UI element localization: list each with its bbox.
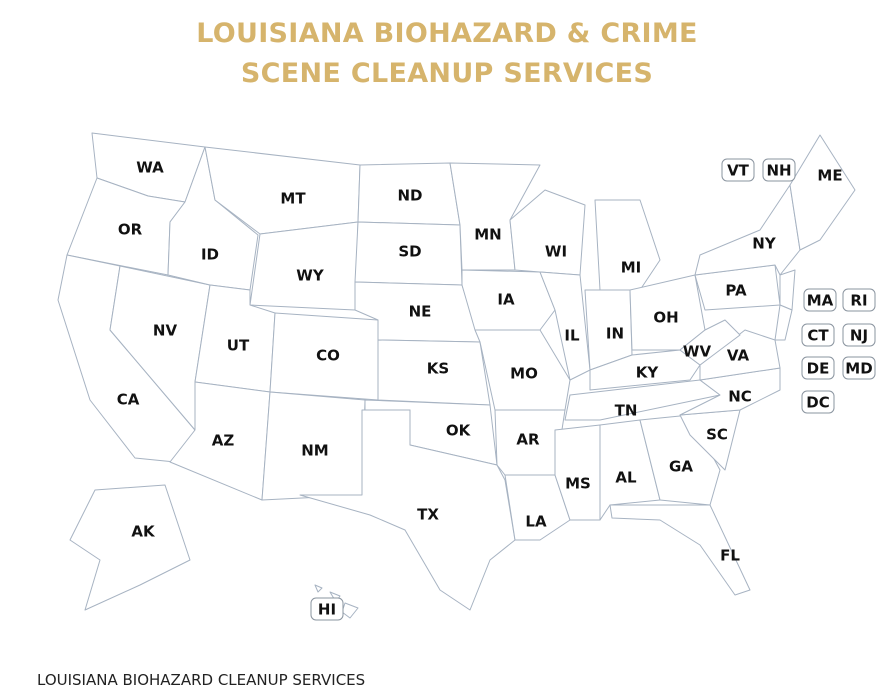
state-label: NM <box>301 442 328 460</box>
state-label: NJ <box>850 327 868 345</box>
state-badge <box>721 158 755 182</box>
state-label: NE <box>409 303 432 321</box>
title: LOUISIANA BIOHAZARD & CRIME SCENE CLEANU… <box>196 18 698 89</box>
state-badge <box>842 288 876 312</box>
state-label: OH <box>653 309 678 327</box>
state-label: CT <box>807 327 829 345</box>
state-label: CO <box>316 347 340 365</box>
state-label: NV <box>153 322 178 340</box>
state-badge <box>842 323 876 347</box>
state-label: IA <box>497 291 515 309</box>
state-badge <box>801 323 835 347</box>
state-label: SD <box>398 243 421 261</box>
state-label: WV <box>683 343 712 361</box>
state-label: PA <box>725 282 747 300</box>
state-label: DE <box>807 360 830 378</box>
state-badge <box>803 288 837 312</box>
state-badge <box>842 356 876 380</box>
state-label: MO <box>510 365 538 383</box>
state-label: OR <box>118 221 143 239</box>
state-label: AL <box>615 469 637 487</box>
state-label: MS <box>565 475 591 493</box>
state-badge <box>310 597 344 621</box>
state-label: AZ <box>212 432 235 450</box>
state-label: VT <box>727 162 750 180</box>
state-label: AK <box>131 523 156 541</box>
state-label: FL <box>720 547 740 565</box>
state-label: GA <box>669 458 693 476</box>
state-badge <box>762 158 796 182</box>
state-label: ID <box>201 246 219 264</box>
state-label: TN <box>615 402 638 420</box>
state-label: MT <box>280 190 306 208</box>
state-label: CA <box>117 391 140 409</box>
state-label: KS <box>427 360 449 378</box>
state-label: ME <box>817 167 842 185</box>
footer-text: LOUISIANA BIOHAZARD CLEANUP SERVICES <box>37 671 366 689</box>
state-label: WY <box>296 267 325 285</box>
state-label: DC <box>806 394 829 412</box>
state-badge <box>801 356 835 380</box>
state-label: UT <box>227 337 250 355</box>
state-label: ND <box>397 187 422 205</box>
state-label: IN <box>606 325 624 343</box>
state-label: NC <box>728 388 752 406</box>
state-label: IL <box>564 327 580 345</box>
state-label: SC <box>706 426 728 444</box>
state-label: WI <box>545 243 567 261</box>
state-label: VA <box>727 347 750 365</box>
state-label: KY <box>636 364 660 382</box>
state-label: AR <box>516 431 540 449</box>
state-shapes <box>57 132 856 619</box>
state-label: RI <box>850 292 867 310</box>
state-label: NH <box>766 162 791 180</box>
state-label: LA <box>525 513 547 531</box>
state-label: MI <box>621 259 642 277</box>
state-label: MD <box>845 360 872 378</box>
state-label: MA <box>807 292 834 310</box>
state-label: MN <box>474 226 501 244</box>
state-label: TX <box>417 506 439 524</box>
state-label: WA <box>136 159 164 177</box>
state-label: HI <box>318 601 336 619</box>
state-label: NY <box>752 235 777 253</box>
state-badge <box>801 390 835 414</box>
state-label: OK <box>446 422 472 440</box>
